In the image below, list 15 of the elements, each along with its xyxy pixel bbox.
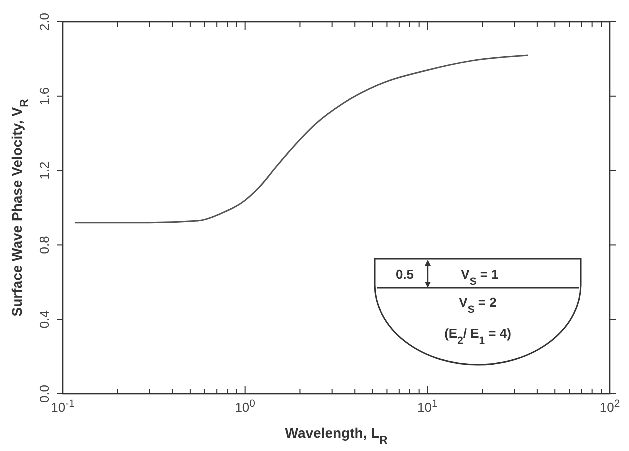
x-tick-label: 10$^{-1}$ — [51, 398, 76, 415]
y-tick-label: 1.2 — [37, 162, 52, 180]
y-tick-label: 0.4 — [37, 310, 52, 329]
x-tick-label: 10$^{0}$ — [235, 398, 256, 415]
annotation: V$_{S}$ = 1 — [461, 267, 499, 288]
y-tick-label: 0.8 — [37, 236, 52, 254]
y-tick-label: 1.6 — [37, 87, 52, 106]
annotation: V$_{S}$ = 2 — [459, 295, 497, 316]
x-tick-label: 10$^{1}$ — [418, 398, 438, 415]
y-tick-label: 0.0 — [37, 384, 52, 404]
y-tick-label: 2.0 — [37, 12, 52, 32]
annotation: (E$_{2}$/ E$_{1}$ = 4) — [444, 326, 512, 346]
x-axis-title: Wavelength, L$_{R}$ — [285, 425, 388, 447]
annotation: 0.5 — [396, 267, 414, 282]
x-tick-label: 10$^{2}$ — [600, 398, 620, 415]
